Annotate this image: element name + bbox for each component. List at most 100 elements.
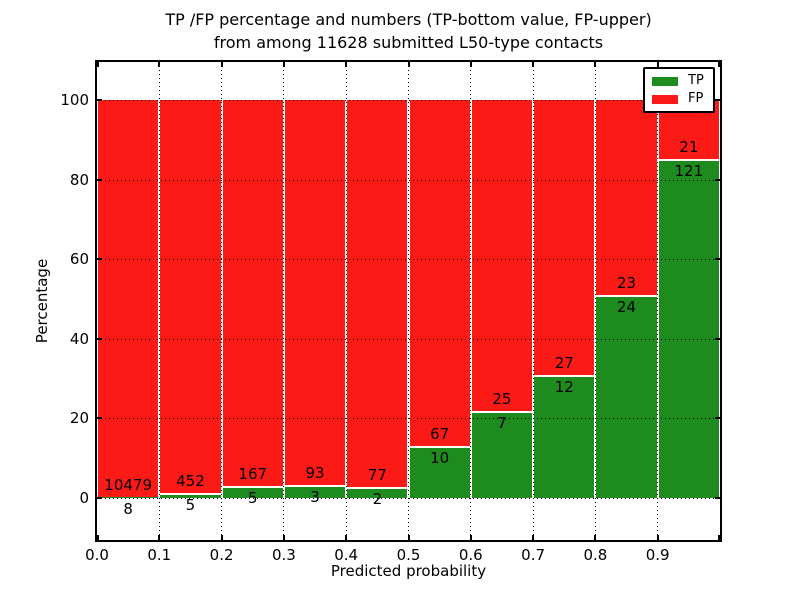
x-tick-mark	[97, 535, 99, 540]
tp-count-label: 121	[674, 161, 704, 180]
fp-count-label: 27	[554, 354, 574, 373]
legend: TP FP	[643, 67, 715, 113]
x-gridline	[657, 62, 659, 540]
bar-segment-tp	[596, 294, 657, 498]
x-tick-label: 0.4	[334, 546, 359, 564]
fp-count-label: 25	[492, 389, 512, 408]
y-tick-mark	[715, 99, 720, 101]
x-tick-label: 0.1	[147, 546, 172, 564]
fp-count-label: 77	[367, 466, 387, 485]
y-tick-mark	[715, 496, 720, 499]
fp-count-label: 23	[617, 273, 637, 292]
y-tick-label: 40	[69, 329, 89, 348]
bar-segment-tp	[347, 487, 408, 498]
x-tick-label: 0.3	[271, 546, 296, 564]
tp-count-label: 5	[185, 496, 196, 515]
tp-count-label: 8	[123, 500, 133, 519]
x-tick-mark	[407, 535, 410, 540]
x-tick-mark	[656, 62, 659, 67]
x-tick-label: 0.6	[458, 546, 483, 564]
tp-count-label: 5	[247, 488, 258, 507]
y-tick-label: 20	[69, 409, 89, 427]
x-tick-label: 0.9	[645, 546, 670, 564]
fp-count-label: 452	[176, 472, 205, 491]
x-tick-mark	[282, 535, 285, 540]
x-tick-mark	[158, 535, 161, 540]
y-tick-label: 100	[60, 91, 89, 109]
x-tick-label: 0.0	[85, 546, 109, 564]
x-tick-mark	[469, 535, 472, 540]
x-tick-mark	[282, 62, 285, 67]
legend-label-tp: TP	[688, 73, 704, 88]
x-tick-mark	[220, 535, 223, 540]
y-tick-mark	[97, 99, 102, 101]
tp-count-label: 10	[430, 448, 450, 467]
bar-segment-tp	[534, 375, 595, 498]
x-tick-label: 0.8	[583, 546, 608, 564]
y-tick-mark	[715, 337, 720, 340]
tp-count-label: 12	[554, 378, 574, 397]
x-gridline	[345, 62, 347, 540]
stacked-bar	[160, 100, 221, 498]
legend-item-fp: FP	[652, 92, 706, 106]
y-tick-label: 0	[79, 488, 89, 507]
x-tick-mark	[469, 62, 472, 67]
stacked-bar	[347, 100, 408, 498]
y-tick-mark	[97, 178, 102, 181]
x-tick-mark	[345, 62, 348, 67]
fp-count-label: 10479	[104, 476, 153, 495]
x-gridline	[221, 62, 223, 540]
chart-title-line1: TP /FP percentage and numbers (TP-bottom…	[165, 10, 652, 29]
bar-segment-tp	[409, 445, 470, 498]
x-tick-mark	[220, 62, 223, 67]
chart-title-line2: from among 11628 submitted L50-type cont…	[213, 33, 604, 52]
x-tick-mark	[594, 535, 597, 540]
x-gridline	[532, 62, 534, 540]
bar-segment-tp	[658, 158, 719, 498]
y-tick-label: 80	[69, 170, 89, 189]
tp-count-label: 2	[372, 490, 383, 509]
x-tick-label: 0.2	[209, 546, 234, 564]
plot-area: TP FP 10479 8 452 5 167 5 93 3 77 2 67 10 25 7 27 12 23 2…	[95, 60, 722, 542]
x-axis-label: Predicted probability	[330, 562, 487, 580]
fp-count-label: 167	[238, 464, 268, 483]
y-tick-mark	[715, 417, 720, 419]
x-tick-mark	[718, 535, 720, 540]
x-tick-mark	[97, 62, 99, 67]
fp-count-label: 21	[679, 137, 699, 156]
legend-label-fp: FP	[688, 91, 704, 106]
y-tick-mark	[715, 258, 720, 260]
x-tick-mark	[345, 535, 348, 540]
y-tick-mark	[97, 496, 102, 499]
y-tick-mark	[97, 337, 102, 340]
stacked-bar	[409, 100, 470, 498]
stacked-bar	[534, 100, 595, 498]
fp-count-label: 67	[430, 424, 450, 443]
x-tick-mark	[407, 62, 410, 67]
x-gridline	[594, 62, 596, 540]
x-tick-mark	[532, 535, 535, 540]
stacked-bar	[222, 100, 283, 498]
x-tick-mark	[656, 535, 659, 540]
x-gridline	[408, 62, 409, 540]
stacked-bar	[596, 100, 657, 498]
stacked-bar	[98, 100, 159, 498]
tp-count-label: 3	[310, 488, 320, 507]
fp-count-label: 93	[305, 464, 325, 483]
bar-segment-tp	[160, 493, 221, 498]
x-tick-mark	[718, 62, 720, 67]
tp-count-label: 7	[497, 413, 507, 432]
y-tick-mark	[97, 417, 102, 419]
bar-segment-tp	[471, 410, 533, 498]
x-tick-mark	[594, 62, 597, 67]
y-tick-label: 60	[69, 250, 89, 268]
fp-swatch-icon	[652, 94, 678, 104]
stacked-bar	[471, 100, 533, 498]
legend-item-tp: TP	[652, 74, 706, 88]
x-gridline	[283, 62, 285, 540]
x-tick-label: 0.5	[396, 546, 421, 564]
x-gridline	[470, 62, 472, 540]
x-tick-mark	[532, 62, 535, 67]
bar-segment-tp	[284, 485, 346, 498]
